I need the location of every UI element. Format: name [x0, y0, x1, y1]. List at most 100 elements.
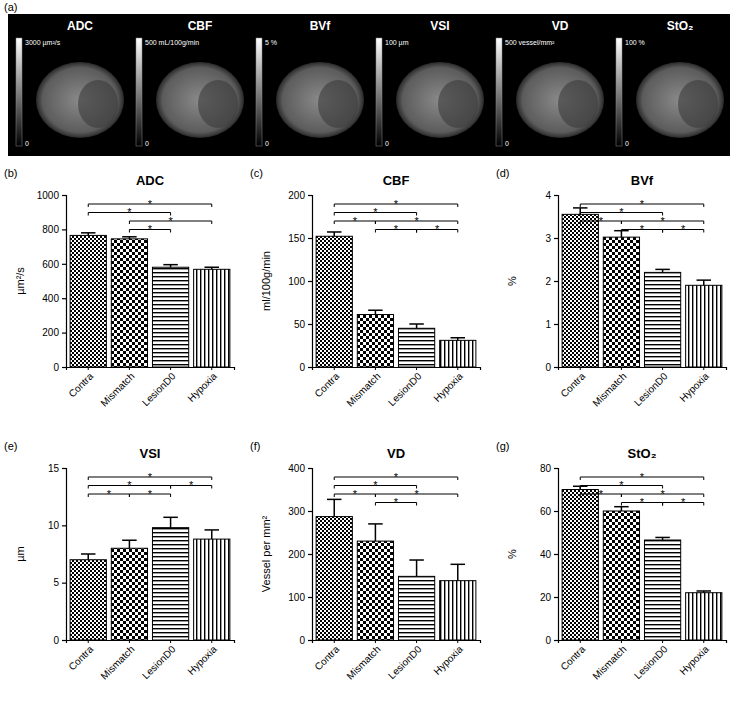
- colorbar: [616, 38, 622, 146]
- tick: 50: [294, 319, 312, 330]
- tick-mark: [703, 367, 704, 370]
- tick-mark: [211, 640, 212, 643]
- parameter-map: VSI100 µm0: [376, 19, 484, 147]
- tick-label: 0: [299, 635, 305, 646]
- error-bar-stem: [416, 560, 418, 576]
- colorbar-min-label: 0: [25, 140, 29, 147]
- tick: 800: [42, 224, 66, 235]
- brain-lesion: [678, 80, 718, 128]
- tick-mark: [308, 554, 312, 555]
- error-bar: [122, 237, 136, 239]
- axis-line: [554, 469, 559, 641]
- tick-label: 200: [42, 327, 59, 338]
- plot-area: [562, 486, 722, 640]
- tick: 1: [545, 319, 558, 330]
- error-bar: [368, 524, 382, 541]
- tick-label: 1000: [37, 190, 60, 201]
- error-bar: [655, 537, 669, 540]
- tick-mark: [554, 281, 558, 282]
- colorbar-max-label: 100 %: [625, 39, 645, 46]
- chart-title: VSI: [140, 446, 161, 461]
- significance-label: *: [435, 223, 440, 235]
- error-bar-cap: [614, 506, 628, 508]
- tick-mark: [62, 583, 66, 584]
- panel-label: (a): [4, 1, 17, 13]
- error-bar-cap: [697, 590, 711, 592]
- tick: Mismatch: [344, 640, 382, 682]
- chart-title: CBF: [383, 173, 410, 188]
- tick-label: 200: [288, 190, 305, 201]
- significance-label: *: [127, 479, 132, 491]
- parameter-map: CBF500 mL/100g/min0: [136, 19, 244, 147]
- colorbar-min-label: 0: [625, 140, 629, 147]
- map-label: StO₂: [667, 19, 694, 33]
- tick-label: Mismatch: [98, 371, 136, 409]
- tick: 80: [540, 463, 558, 474]
- error-bar: [327, 499, 341, 516]
- error-bar-stem: [457, 564, 459, 580]
- parameter-map: StO₂ 100 % 0: [616, 19, 724, 147]
- error-bar: [122, 540, 136, 548]
- colorbar: [256, 38, 262, 146]
- annotations: *****: [334, 471, 458, 509]
- brain-slice: [156, 62, 244, 138]
- tick-label: Hypoxia: [186, 643, 220, 677]
- panel-label: (d): [496, 167, 509, 179]
- tick: 300: [288, 506, 312, 517]
- tick: 1000: [37, 190, 66, 201]
- map-label: ADC: [67, 19, 93, 33]
- significance-label: *: [640, 198, 645, 210]
- significance-label: *: [127, 206, 132, 218]
- tick-label: LesionD0: [386, 370, 424, 408]
- tick: 5: [53, 577, 66, 588]
- tick-label: Hypoxia: [432, 643, 466, 677]
- significance-label: *: [394, 471, 399, 483]
- significance-label: *: [148, 471, 153, 483]
- tick-mark: [308, 511, 312, 512]
- x-axis: ContraMismatchLesionD0Hypoxia: [312, 640, 480, 682]
- tick-label: Mismatch: [344, 371, 382, 409]
- tick-mark: [554, 597, 558, 598]
- tick-mark: [62, 640, 66, 641]
- y-axis-title: µm²/s: [14, 267, 26, 295]
- error-bar: [655, 269, 669, 272]
- tick-label: Mismatch: [344, 644, 382, 682]
- error-bar-cap: [327, 231, 341, 233]
- error-bar-cap: [368, 309, 382, 311]
- tick: 150: [288, 233, 312, 244]
- map-label: BVf: [310, 19, 332, 33]
- error-bar: [368, 310, 382, 314]
- error-bar-cap: [205, 266, 219, 268]
- tick-label: Contra: [558, 370, 587, 399]
- y-axis-title: ml/100g/min: [260, 251, 272, 311]
- tick: Contra: [312, 640, 341, 673]
- bar-chart: (c)CBF050100150200ContraMismatchLesionD0…: [250, 167, 481, 409]
- plot-area: [70, 233, 230, 367]
- parameter-map: BVf5 %0: [256, 19, 364, 147]
- tick-mark: [170, 367, 171, 370]
- bar: [644, 540, 680, 640]
- error-bar-cap: [697, 279, 711, 281]
- axis-line: [313, 368, 481, 371]
- significance-label: *: [681, 223, 686, 235]
- brain-lesion: [78, 80, 118, 128]
- y-axis: 0100200300400: [288, 463, 312, 646]
- colorbar: [496, 38, 502, 146]
- chart-title: VD: [387, 446, 405, 461]
- significance-label: *: [619, 206, 624, 218]
- bar: [316, 517, 352, 640]
- colorbar-max-label: 5 %: [265, 39, 277, 46]
- tick-mark: [416, 640, 417, 643]
- tick: 200: [42, 327, 66, 338]
- tick-label: Mismatch: [590, 371, 628, 409]
- tick-mark: [308, 195, 312, 196]
- tick: 3: [545, 233, 558, 244]
- bar: [194, 269, 230, 367]
- colorbar-min-label: 0: [505, 140, 509, 147]
- y-axis-title: %: [506, 549, 518, 559]
- tick-label: 5: [53, 577, 59, 588]
- error-bar-cap: [122, 539, 136, 541]
- parameter-map: ADC3000 µm²/s0: [16, 19, 124, 147]
- bar: [316, 236, 352, 367]
- bar-chart: (e)VSI051015ContraMismatchLesionD0Hypoxi…: [4, 440, 235, 682]
